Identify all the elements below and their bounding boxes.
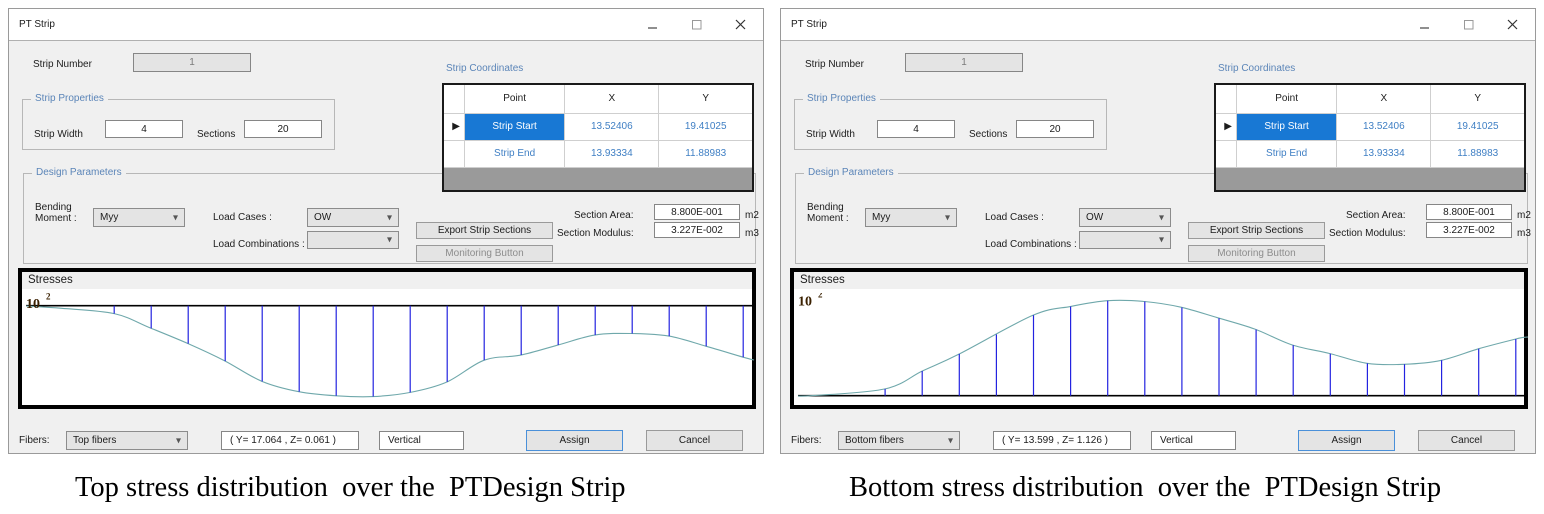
- svg-text:2: 2: [818, 293, 823, 299]
- svg-text:10: 10: [798, 295, 812, 310]
- svg-text:2: 2: [46, 293, 51, 302]
- svg-text:10: 10: [26, 297, 40, 312]
